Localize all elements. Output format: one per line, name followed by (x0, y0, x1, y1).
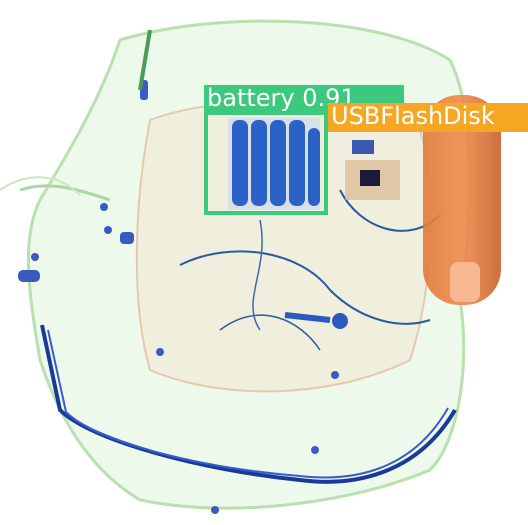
wire-4 (252, 219, 263, 331)
wire-2 (219, 314, 321, 351)
circuit-board (345, 140, 400, 200)
zipper (138, 29, 152, 91)
frame-rod-inner (47, 329, 449, 479)
battery-pack (228, 118, 320, 210)
key-object (284, 312, 348, 329)
usb-flash-disk (423, 95, 501, 305)
wire-1 (179, 250, 431, 325)
small-metal-items (18, 80, 339, 514)
usb-flash-disk-detection-label: USBFlashDisk (328, 103, 528, 131)
bag-handle (0, 176, 81, 196)
bag-flap (19, 184, 111, 202)
battery-bounding-box (204, 111, 328, 215)
